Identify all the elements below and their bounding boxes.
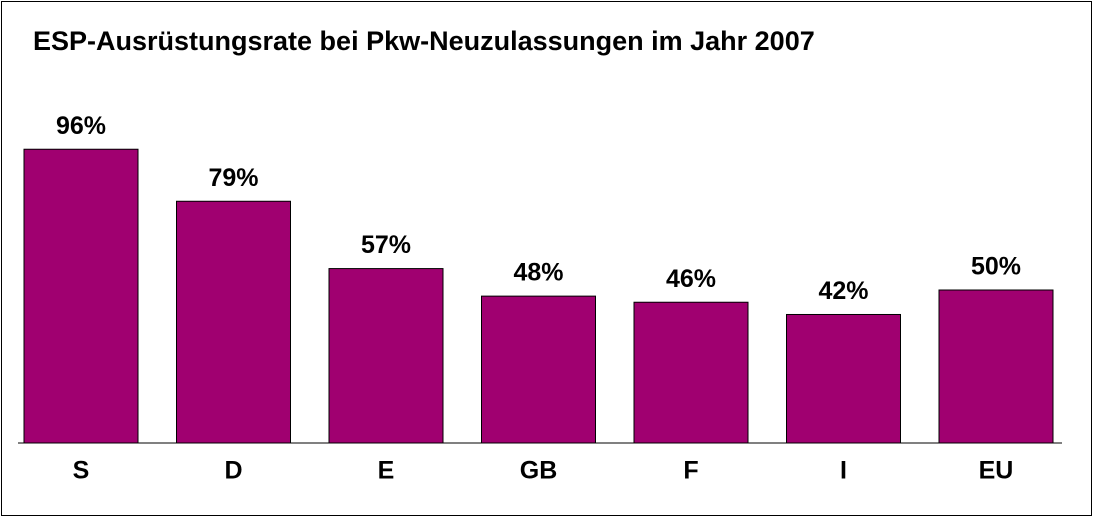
x-tick-label: S bbox=[73, 457, 90, 485]
bar bbox=[23, 148, 139, 444]
value-label: 46% bbox=[666, 265, 716, 293]
bar bbox=[328, 268, 444, 444]
bar bbox=[786, 313, 901, 444]
x-tick-label: EU bbox=[979, 457, 1014, 485]
bar bbox=[938, 289, 1054, 444]
chart-title: ESP-Ausrüstungsrate bei Pkw-Neuzulassung… bbox=[33, 26, 815, 56]
value-label: 42% bbox=[818, 277, 868, 305]
bar bbox=[481, 295, 596, 444]
value-label: 50% bbox=[971, 253, 1021, 281]
x-tick-label: F bbox=[683, 457, 698, 485]
value-label: 79% bbox=[208, 164, 258, 192]
x-tick-label: GB bbox=[520, 457, 558, 485]
value-label: 57% bbox=[361, 231, 411, 259]
x-tick-label: D bbox=[224, 457, 242, 485]
x-tick-label: E bbox=[378, 457, 395, 485]
bar bbox=[633, 301, 749, 444]
value-label: 48% bbox=[513, 259, 563, 287]
value-label: 96% bbox=[56, 112, 106, 140]
bar bbox=[176, 200, 291, 444]
x-tick-label: I bbox=[840, 457, 847, 485]
